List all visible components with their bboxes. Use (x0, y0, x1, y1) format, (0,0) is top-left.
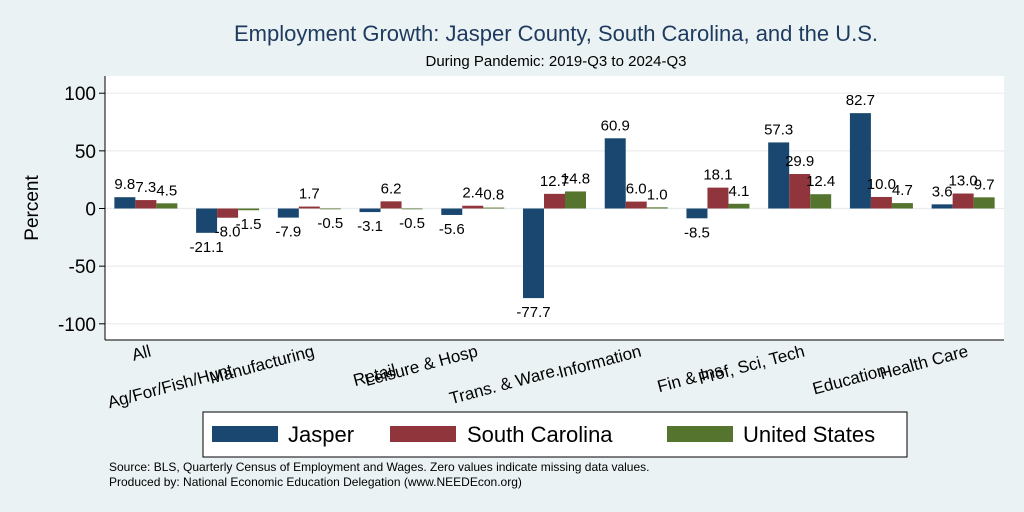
bar-south-carolina-trans-ware (544, 193, 565, 209)
bar-jasper-all (114, 197, 136, 209)
legend-label-south-carolina: South Carolina (467, 422, 613, 447)
data-label-south-carolina-ag-for-fish-hunt: -8.0 (215, 224, 241, 241)
data-label-south-carolina-leisure-hosp: 2.4 (462, 185, 483, 202)
data-label-jasper-leisure-hosp: -5.6 (439, 221, 465, 238)
data-label-jasper-manufacturing: -7.9 (275, 224, 301, 241)
source-note: Source: BLS, Quarterly Census of Employm… (109, 460, 649, 474)
bar-jasper-prof-sci-tech (768, 142, 790, 209)
data-label-south-carolina-fin-ins: 18.1 (703, 167, 732, 184)
data-label-south-carolina-trans-ware: 12.7 (540, 173, 569, 190)
bar-united-states-education (891, 203, 913, 209)
bar-united-states-health-care (973, 197, 995, 209)
data-label-south-carolina-prof-sci-tech: 29.9 (785, 153, 814, 170)
legend-swatch-united-states (667, 426, 733, 442)
y-tick-label: -100 (58, 315, 96, 336)
data-label-united-states-retail: -0.5 (399, 215, 425, 232)
y-axis-label: Percent (22, 175, 43, 241)
y-tick-label: 50 (75, 142, 96, 163)
data-label-jasper-all: 9.8 (114, 176, 135, 193)
bar-jasper-manufacturing (277, 208, 299, 218)
x-tick-label-manufacturing: Manufacturing (207, 342, 316, 388)
legend-swatch-south-carolina (390, 426, 456, 442)
bar-jasper-ag-for-fish-hunt (196, 208, 218, 233)
data-label-united-states-information: 1.0 (647, 186, 668, 203)
data-label-jasper-health-care: 3.6 (932, 183, 953, 200)
data-label-south-carolina-health-care: 13.0 (949, 173, 978, 190)
bar-united-states-retail (401, 208, 423, 210)
data-label-jasper-trans-ware: -77.7 (516, 304, 550, 321)
y-tick-label: 0 (85, 200, 96, 221)
bar-united-states-manufacturing (319, 208, 341, 210)
bar-south-carolina-ag-for-fish-hunt (217, 208, 239, 218)
data-label-south-carolina-information: 6.0 (626, 181, 647, 198)
legend-label-jasper: Jasper (288, 422, 354, 447)
bar-south-carolina-retail (380, 201, 402, 209)
data-label-south-carolina-manufacturing: 1.7 (299, 186, 320, 203)
y-axis: -100 -50 0 50 100 (58, 76, 106, 340)
bars (114, 113, 995, 299)
legend: Jasper South Carolina United States (202, 411, 908, 458)
data-label-south-carolina-retail: 6.2 (381, 180, 402, 197)
bar-jasper-leisure-hosp (441, 208, 463, 215)
producer-note: Produced by: National Economic Education… (109, 475, 522, 489)
x-tick-label-prof-sci-tech: Prof, Sci, Tech (696, 342, 806, 389)
data-label-south-carolina-education: 10.0 (867, 176, 896, 193)
bar-united-states-leisure-hosp (483, 207, 505, 209)
y-tick-label: 100 (64, 84, 96, 105)
bar-united-states-fin-ins (728, 203, 750, 209)
bar-south-carolina-all (135, 200, 157, 209)
data-label-united-states-education: 4.7 (892, 182, 913, 199)
data-label-united-states-trans-ware: 14.8 (561, 170, 590, 187)
bar-united-states-information (646, 207, 668, 209)
bar-south-carolina-manufacturing (298, 206, 320, 209)
bar-jasper-retail (359, 208, 381, 213)
data-label-united-states-all: 4.5 (156, 182, 177, 199)
data-label-united-states-ag-for-fish-hunt: -1.5 (236, 216, 262, 233)
bar-jasper-trans-ware (523, 208, 544, 299)
data-label-jasper-ag-for-fish-hunt: -21.1 (189, 239, 223, 256)
bar-jasper-information (604, 138, 626, 209)
bar-united-states-ag-for-fish-hunt (238, 208, 260, 211)
data-label-jasper-prof-sci-tech: 57.3 (764, 121, 793, 138)
chart-subtitle: During Pandemic: 2019-Q3 to 2024-Q3 (426, 53, 687, 70)
x-tick-label-education: Education (810, 361, 888, 399)
bar-jasper-education (849, 113, 871, 209)
bar-south-carolina-health-care (952, 193, 974, 209)
bar-united-states-trans-ware (565, 191, 586, 209)
bar-jasper-health-care (931, 204, 953, 209)
bar-south-carolina-leisure-hosp (462, 205, 484, 209)
x-tick-label-all: All (130, 342, 153, 365)
x-tick-label-information: Information (556, 342, 643, 382)
legend-swatch-jasper (212, 426, 278, 442)
x-tick-label-health-care: Health Care (878, 342, 971, 384)
bar-united-states-prof-sci-tech (810, 194, 832, 209)
legend-label-united-states: United States (743, 422, 875, 447)
data-label-united-states-leisure-hosp: 0.8 (483, 187, 504, 204)
bar-south-carolina-fin-ins (707, 187, 729, 209)
bar-united-states-all (156, 203, 178, 209)
data-label-jasper-retail: -3.1 (357, 218, 383, 235)
data-label-jasper-education: 82.7 (846, 92, 875, 109)
data-label-jasper-information: 60.9 (601, 117, 630, 134)
y-tick-label: -50 (69, 257, 96, 278)
chart-title: Employment Growth: Jasper County, South … (234, 21, 878, 46)
bar-south-carolina-education (870, 196, 892, 209)
data-label-jasper-fin-ins: -8.5 (684, 224, 710, 241)
data-label-united-states-prof-sci-tech: 12.4 (806, 173, 835, 190)
data-labels: 9.8 -21.1 -7.9 -3.1 -5.6 -77.7 60.9 -8.5 57.3 82.… (114, 92, 994, 321)
data-label-united-states-manufacturing: -0.5 (317, 215, 343, 232)
bar-jasper-fin-ins (686, 208, 708, 219)
x-tick-label-trans-ware: Trans. & Ware. (447, 361, 561, 409)
data-label-united-states-fin-ins: 4.1 (729, 183, 750, 200)
bar-south-carolina-prof-sci-tech (789, 174, 811, 209)
bar-south-carolina-information (625, 201, 647, 209)
legend-box (202, 411, 908, 458)
data-label-united-states-health-care: 9.7 (974, 176, 995, 193)
data-label-south-carolina-all: 7.3 (135, 179, 156, 196)
